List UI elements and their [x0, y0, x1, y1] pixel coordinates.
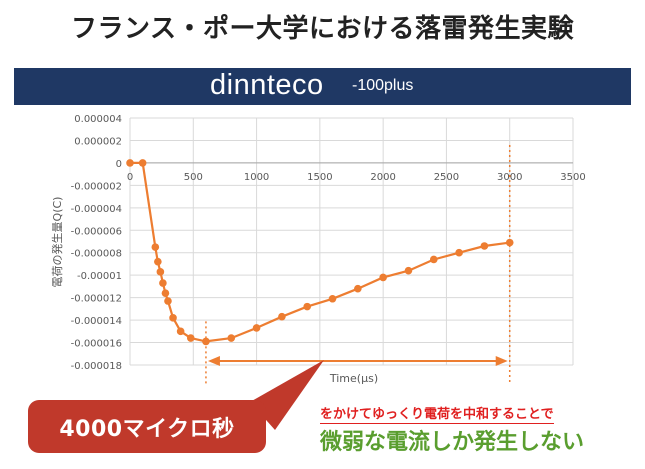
y-tick-label: -0.000006: [71, 226, 122, 237]
data-point: [278, 312, 286, 321]
x-tick-label: 2500: [434, 172, 459, 183]
y-tick-label: -0.000002: [71, 181, 122, 192]
x-tick-label: 0: [127, 172, 133, 183]
data-point: [151, 243, 160, 251]
y-tick-label: -0.000008: [71, 249, 122, 260]
data-point: [186, 334, 195, 342]
data-point: [505, 238, 514, 247]
x-tick-label: 1000: [244, 172, 269, 183]
callout-pointer: [250, 360, 324, 430]
y-tick-label: -0.000014: [71, 316, 122, 327]
x-tick-labels: 0 500 1000 1500 2000 2500 3000 3500: [127, 172, 586, 183]
x-tick-label: 1500: [307, 172, 332, 183]
data-point: [379, 273, 387, 282]
y-tick-label: -0.00001: [77, 271, 122, 282]
data-point: [156, 268, 165, 276]
data-point: [138, 159, 147, 167]
brand-logo-text: dinnteco: [210, 69, 324, 101]
series-charge: [126, 159, 514, 346]
data-point: [429, 255, 438, 264]
data-point: [164, 297, 172, 305]
data-point: [161, 289, 170, 297]
span-arrow-left-head: [207, 356, 220, 366]
data-point: [126, 159, 134, 167]
y-tick-label: -0.000012: [71, 294, 122, 305]
data-point: [354, 284, 362, 293]
x-axis-label: Time(μs): [329, 372, 378, 385]
y-tick-label: 0: [116, 159, 122, 170]
y-tick-label: 0.000004: [74, 114, 122, 125]
duration-callout: 4000マイクロ秒: [28, 400, 266, 453]
brand-banner: dinnteco -100plus: [14, 68, 631, 105]
data-point: [176, 327, 185, 336]
y-tick-label: -0.000004: [71, 204, 122, 215]
x-tick-label: 3500: [560, 172, 585, 183]
note-line-1: をかけてゆっくり電荷を中和することで: [320, 403, 554, 424]
data-point: [202, 337, 210, 346]
brand-suffix: -100plus: [352, 77, 414, 94]
y-tick-label: -0.000016: [71, 339, 122, 350]
data-point: [328, 294, 337, 303]
x-tick-label: 2000: [370, 172, 395, 183]
note-line-2: 微弱な電流しか発生しない: [320, 430, 585, 455]
data-point: [480, 242, 489, 250]
data-point: [159, 279, 167, 287]
data-point: [303, 302, 312, 311]
data-point: [169, 314, 177, 322]
data-point: [455, 248, 463, 257]
data-point: [154, 257, 162, 266]
data-point: [227, 334, 236, 342]
data-point: [252, 324, 261, 332]
span-arrow-right-head: [495, 356, 508, 366]
data-point: [404, 266, 413, 275]
y-tick-label: -0.000018: [71, 361, 122, 372]
x-tick-label: 500: [184, 172, 203, 183]
y-tick-label: 0.000002: [74, 136, 122, 147]
page-title: フランス・ポー大学における落雷発生実験: [71, 14, 574, 44]
span-annotation: [205, 145, 511, 385]
y-tick-labels: 0.000004 0.000002 0 -0.000002 -0.000004 -0.00…: [71, 114, 122, 372]
y-axis-label: 電荷の発生量Q(C): [50, 197, 64, 288]
x-tick-label: 3000: [497, 172, 522, 183]
